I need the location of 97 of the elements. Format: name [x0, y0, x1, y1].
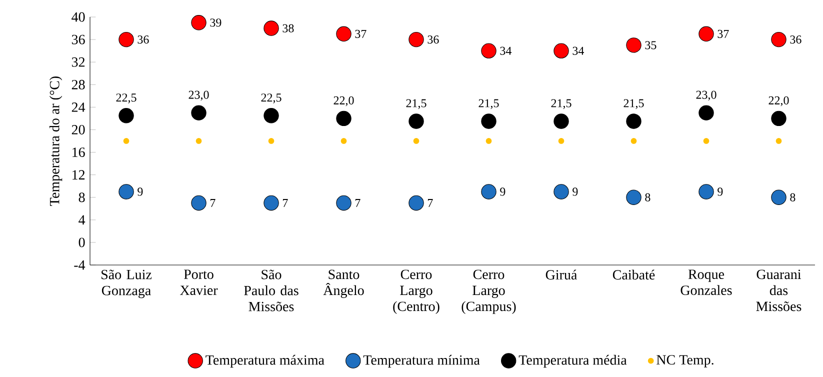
- point: [191, 195, 206, 211]
- data-label: 8: [645, 193, 650, 202]
- x-tick-label: Giruá: [546, 270, 577, 280]
- point: [771, 32, 786, 48]
- y-tick-label: 4: [78, 215, 86, 225]
- point: [408, 114, 424, 129]
- y-tick-label: 36: [72, 34, 85, 44]
- point: [268, 138, 274, 144]
- point: [191, 15, 206, 30]
- point: [771, 110, 786, 126]
- data-label: 9: [138, 188, 143, 196]
- data-label: 34: [500, 46, 512, 55]
- x-tick-label: Caibaté: [612, 270, 655, 280]
- point: [336, 26, 352, 42]
- data-label: 7: [355, 199, 360, 207]
- data-label: 21,5: [406, 99, 426, 109]
- data-label: 9: [718, 188, 723, 196]
- legend-label: Temperatura mínima: [363, 354, 480, 368]
- point: [626, 190, 642, 205]
- legend-label: NC Temp.: [656, 355, 714, 368]
- x-tick-label: Cerro Largo (Campus): [462, 270, 516, 314]
- point: [558, 138, 564, 144]
- point: [264, 20, 279, 36]
- data-label: 36: [428, 36, 439, 44]
- data-label: 7: [282, 199, 288, 207]
- y-tick-label: 32: [72, 57, 85, 67]
- data-label: 21,5: [551, 99, 572, 109]
- data-label: 22,0: [334, 96, 354, 106]
- point: [191, 105, 206, 120]
- point: [698, 26, 714, 42]
- point: [481, 184, 496, 200]
- data-label: 21,5: [478, 99, 499, 109]
- data-label: 23,0: [188, 90, 209, 101]
- y-tick-label: 0: [78, 238, 85, 248]
- point: [408, 32, 424, 48]
- x-tick-label: Porto Xavier: [180, 270, 218, 296]
- point: [626, 114, 642, 129]
- legend-label: Temperatura máxima: [206, 354, 324, 368]
- y-tick-label: 16: [72, 148, 85, 157]
- point: [771, 190, 786, 205]
- point: [264, 108, 279, 124]
- data-label: 37: [718, 30, 729, 38]
- y-tick-label: -4: [74, 260, 86, 270]
- data-label: 9: [500, 188, 506, 196]
- point: [340, 138, 347, 144]
- point: [118, 108, 134, 124]
- y-tick-label: 28: [72, 80, 85, 90]
- data-label: 22,5: [116, 94, 136, 104]
- point: [554, 184, 569, 200]
- point: [264, 195, 279, 211]
- point: [481, 114, 496, 129]
- data-label: 9: [572, 188, 578, 196]
- data-label: 7: [210, 199, 216, 207]
- point: [336, 195, 352, 211]
- data-label: 36: [138, 36, 149, 44]
- x-tick-label: Guarani das Missões: [756, 270, 802, 312]
- x-tick-label: Cerro Largo (Centro): [393, 270, 440, 314]
- data-label: 7: [428, 199, 433, 207]
- point: [118, 32, 134, 48]
- point: [486, 138, 492, 144]
- data-label: 35: [645, 41, 656, 50]
- point: [336, 110, 352, 126]
- y-tick-label: 8: [78, 192, 85, 202]
- x-tick-label: Roque Gonzales: [680, 270, 732, 296]
- y-axis-title: Temperatura do ar (°C): [49, 76, 62, 206]
- point: [481, 43, 496, 58]
- y-tick-label: 24: [72, 102, 86, 112]
- data-label: 8: [790, 193, 796, 202]
- point: [554, 114, 569, 129]
- point: [408, 195, 424, 211]
- legend-label: Temperatura média: [518, 354, 627, 368]
- data-label: 36: [790, 36, 802, 44]
- data-label: 21,5: [624, 99, 644, 109]
- point: [118, 184, 134, 200]
- point: [630, 138, 637, 144]
- data-label: 22,0: [768, 96, 789, 106]
- point: [703, 138, 710, 144]
- y-tick-label: 40: [72, 12, 85, 22]
- point: [626, 38, 642, 53]
- x-tick-label: Santo Ângelo: [323, 270, 364, 298]
- data-label: 38: [282, 24, 294, 32]
- point: [413, 138, 420, 144]
- data-label: 22,5: [261, 94, 282, 104]
- point: [776, 138, 782, 144]
- point: [123, 138, 130, 144]
- point: [698, 184, 714, 200]
- y-tick-label: 20: [72, 125, 85, 134]
- data-label: 39: [210, 18, 222, 27]
- x-tick-label: São Luiz Gonzaga: [102, 270, 152, 298]
- point: [196, 138, 202, 144]
- y-tick-label: 12: [72, 170, 85, 180]
- x-tick-label: São Paulo das Missões: [244, 270, 298, 312]
- data-label: 34: [572, 46, 584, 55]
- data-label: 23,0: [696, 90, 716, 101]
- point: [698, 105, 714, 120]
- data-label: 37: [355, 30, 366, 38]
- point: [554, 43, 569, 58]
